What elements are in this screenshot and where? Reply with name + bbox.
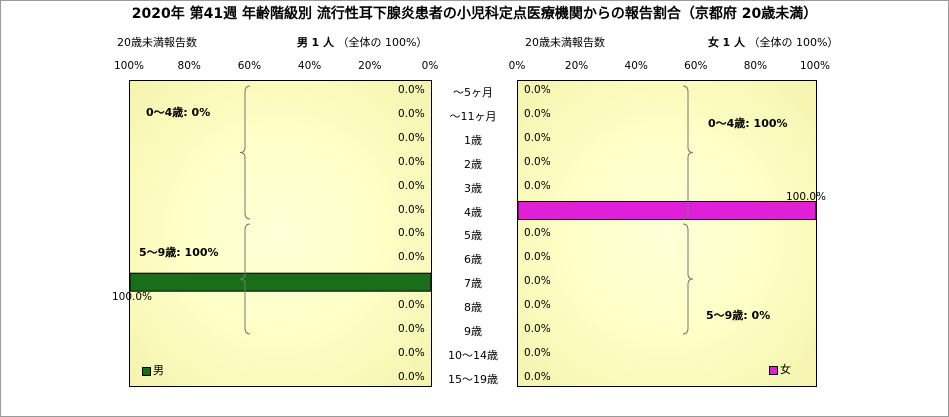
male-legend: 男	[142, 362, 164, 378]
female-value-label: 0.0%	[524, 155, 551, 168]
age-category-label: ～5ヶ月	[453, 86, 493, 99]
female-value-label: 0.0%	[524, 227, 551, 240]
left-count-label: 1 人	[311, 36, 334, 49]
left-tick-label: 20%	[358, 60, 382, 72]
age-category-label: 4歳	[464, 205, 482, 219]
right-tick-label: 20%	[564, 60, 589, 72]
right-tick-label: 0%	[508, 60, 526, 72]
female-value-label: 0.0%	[524, 84, 551, 96]
female-bracket-0-4	[682, 85, 694, 220]
male-value-label: 0.0%	[398, 84, 425, 96]
male-value-label: 0.0%	[398, 107, 425, 120]
age-category-label: 7歳	[464, 277, 482, 291]
female-legend: 女	[769, 361, 791, 377]
left-tick-label: 0%	[421, 60, 439, 72]
male-legend-swatch	[142, 366, 151, 376]
female-value-label: 100.0%	[786, 190, 827, 203]
left-sex-label: 男	[297, 36, 308, 49]
age-category-label: 6歳	[464, 253, 482, 267]
left-sex-summary: 男 1 人 （全体の 100%）	[297, 34, 427, 50]
male-annotation-0-4: 0～4歳: 0%	[146, 106, 211, 119]
left-scope-label: 20歳未満報告数	[117, 36, 197, 49]
male-value-label: 0.0%	[398, 370, 425, 383]
female-bar	[518, 201, 816, 220]
female-annotation-0-4: 0～4歳: 100%	[708, 117, 788, 130]
female-bracket-5-9	[682, 223, 694, 335]
age-category-label: 10～14歳	[448, 348, 498, 362]
female-value-label: 0.0%	[524, 346, 551, 359]
left-tick-label: 100%	[113, 60, 145, 72]
age-category-label: 3歳	[464, 181, 482, 195]
right-tick-label: 60%	[684, 60, 708, 72]
age-category-label: 1歳	[464, 133, 482, 147]
chart-title: 2020年 第41週 年齢階級別 流行性耳下腺炎患者の小児科定点医療機関からの報…	[131, 6, 818, 22]
right-scope-label: 20歳未満報告数	[525, 36, 605, 49]
male-value-label: 0.0%	[398, 179, 425, 192]
male-value-label: 0.0%	[398, 155, 425, 168]
left-tick-label: 40%	[297, 60, 322, 72]
male-value-label: 0.0%	[398, 299, 425, 312]
male-bracket-0-4	[239, 85, 251, 220]
right-sex-summary: 女 1 人 （全体の 100%）	[708, 34, 838, 50]
male-value-label: 0.0%	[398, 227, 425, 240]
male-annotation-5-9: 5～9歳: 100%	[139, 246, 219, 259]
female-annotation-5-9: 5～9歳: 0%	[706, 309, 771, 322]
male-value-label: 0.0%	[398, 203, 425, 216]
male-bracket-5-9	[239, 223, 251, 335]
male-value-label: 0.0%	[398, 131, 425, 144]
right-sex-label: 女	[708, 36, 719, 49]
right-tick-label: 80%	[743, 60, 768, 72]
male-value-label: 0.0%	[398, 346, 425, 359]
female-value-label: 0.0%	[524, 179, 551, 192]
male-plot-area	[129, 80, 432, 387]
left-share-label: （全体の 100%）	[337, 36, 428, 49]
age-category-label: 9歳	[464, 325, 482, 338]
male-bars-svg	[130, 85, 431, 335]
age-category-label: 2歳	[464, 157, 482, 171]
age-category-label: 15～19歳	[448, 372, 498, 386]
male-value-label: 0.0%	[398, 323, 425, 335]
male-value-label: 100.0%	[112, 291, 153, 304]
female-legend-label: 女	[780, 363, 791, 376]
female-legend-swatch	[769, 365, 778, 375]
female-value-label: 0.0%	[524, 370, 551, 383]
left-tick-label: 60%	[237, 60, 262, 72]
male-bar	[130, 272, 431, 292]
female-value-label: 0.0%	[524, 299, 551, 312]
female-plot-area	[517, 80, 817, 387]
right-tick-label: 100%	[799, 60, 831, 72]
age-category-label: ～11ヶ月	[449, 109, 497, 123]
left-tick-label: 80%	[177, 60, 201, 72]
female-value-label: 0.0%	[524, 275, 551, 288]
female-value-label: 0.0%	[524, 131, 551, 144]
right-share-label: （全体の 100%）	[748, 36, 839, 49]
female-value-label: 0.0%	[524, 323, 551, 335]
male-value-label: 0.0%	[398, 251, 425, 264]
female-value-label: 0.0%	[524, 251, 551, 264]
right-tick-label: 40%	[624, 60, 648, 72]
male-legend-label: 男	[153, 364, 164, 377]
age-category-label: 8歳	[464, 301, 482, 315]
right-count-label: 1 人	[722, 36, 745, 49]
age-category-label: 5歳	[464, 229, 482, 243]
female-value-label: 0.0%	[524, 107, 551, 120]
female-bars-svg	[518, 85, 816, 335]
